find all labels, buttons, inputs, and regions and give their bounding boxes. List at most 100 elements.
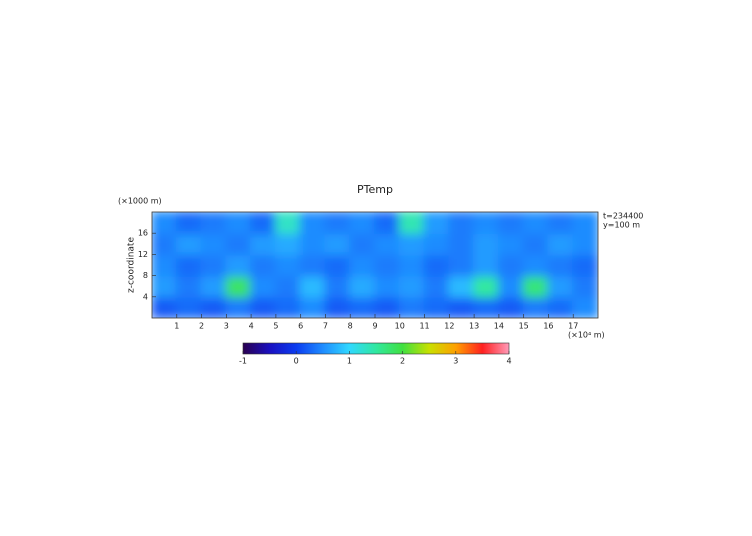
heat-cell: [547, 232, 575, 256]
heat-cell: [497, 274, 525, 298]
x-tick-label: 8: [348, 322, 353, 331]
heat-cell: [374, 274, 401, 298]
heat-cell: [448, 274, 476, 298]
heat-cell: [175, 253, 203, 277]
heat-cell: [497, 212, 525, 235]
heat-cell: [225, 253, 253, 277]
heat-cell: [299, 274, 327, 298]
y-tick-label: 8: [143, 271, 148, 280]
heat-cell: [152, 232, 178, 256]
heat-cell: [547, 212, 575, 235]
y-tick-label: 16: [138, 229, 148, 238]
annotation: t=234400: [603, 212, 643, 221]
x-tick-label: 9: [372, 322, 377, 331]
x-tick-label: 5: [273, 322, 278, 331]
colorbar: [242, 342, 510, 355]
heat-cell: [274, 232, 302, 256]
heat-cell: [200, 232, 228, 256]
heat-cell: [547, 274, 575, 298]
heat-cell: [200, 212, 228, 235]
heat-cell: [547, 295, 575, 318]
heat-cell: [497, 295, 525, 318]
heat-cell: [423, 232, 451, 256]
heat-cell: [522, 232, 550, 256]
heat-cell: [274, 212, 302, 235]
x-tick-label: 6: [298, 322, 303, 331]
heat-cell: [572, 274, 598, 298]
heat-cell: [522, 295, 550, 318]
heat-cell: [299, 232, 327, 256]
colorbar-tick-label: 2: [400, 357, 405, 366]
x-tick-label: 3: [224, 322, 229, 331]
field: [152, 212, 598, 318]
heat-cell: [349, 274, 376, 298]
heat-cell: [225, 274, 253, 298]
heat-cell: [324, 295, 352, 318]
heat-cell: [274, 295, 302, 318]
heat-cell: [175, 274, 203, 298]
heat-cell: [349, 232, 376, 256]
y-tick-label: 12: [138, 250, 148, 259]
heat-cell: [374, 212, 401, 235]
heat-cell: [398, 274, 426, 298]
heat-cell: [324, 212, 352, 235]
heat-cell: [274, 274, 302, 298]
x-tick-label: 13: [469, 322, 479, 331]
heat-cell: [473, 232, 500, 256]
heat-cell: [175, 232, 203, 256]
colorbar-tick-label: 0: [294, 357, 299, 366]
heat-cell: [299, 212, 327, 235]
heat-cell: [448, 212, 476, 235]
x-tick-label: 12: [444, 322, 454, 331]
x-tick-label: 7: [323, 322, 328, 331]
y-unit: (×1000 m): [118, 197, 162, 206]
heat-cell: [497, 253, 525, 277]
heat-cell: [423, 274, 451, 298]
x-tick-label: 1: [174, 322, 179, 331]
colorbar-tick-label: 4: [506, 357, 511, 366]
heat-cell: [398, 212, 426, 235]
heat-cell: [152, 253, 178, 277]
x-tick-label: 10: [395, 322, 405, 331]
heat-cell: [572, 253, 598, 277]
y-axis-label: z-coordinate: [127, 237, 137, 293]
heat-cell: [473, 212, 500, 235]
heat-cell: [152, 295, 178, 318]
heat-cell: [398, 232, 426, 256]
heat-cell: [250, 274, 277, 298]
heat-cell: [250, 295, 277, 318]
heat-cell: [324, 232, 352, 256]
heat-cell: [374, 295, 401, 318]
heat-cell: [324, 274, 352, 298]
heat-cell: [423, 253, 451, 277]
x-tick-label: 4: [249, 322, 254, 331]
heat-cell: [497, 232, 525, 256]
heat-cell: [250, 212, 277, 235]
heat-cell: [250, 253, 277, 277]
heat-cell: [547, 253, 575, 277]
heat-cell: [374, 253, 401, 277]
heat-cell: [473, 295, 500, 318]
colorbar-tick-label: 1: [347, 357, 352, 366]
y-tick-label: 4: [143, 292, 148, 301]
heat-cell: [250, 232, 277, 256]
heat-cell: [448, 295, 476, 318]
colorbar-tick-label: -1: [239, 357, 247, 366]
heat-cell: [225, 295, 253, 318]
heat-cell: [200, 274, 228, 298]
colorbar-tick-label: 3: [453, 357, 458, 366]
heat-cell: [448, 253, 476, 277]
heat-cell: [299, 295, 327, 318]
heat-cell: [473, 253, 500, 277]
heat-cell: [572, 295, 598, 318]
heat-cell: [324, 253, 352, 277]
heat-cell: [274, 253, 302, 277]
heat-cell: [299, 253, 327, 277]
x-tick-label: 15: [519, 322, 529, 331]
heat-cell: [572, 232, 598, 256]
x-tick-label: 2: [199, 322, 204, 331]
chart-title: PTemp: [357, 183, 393, 196]
heat-cell: [175, 295, 203, 318]
heat-cell: [349, 295, 376, 318]
